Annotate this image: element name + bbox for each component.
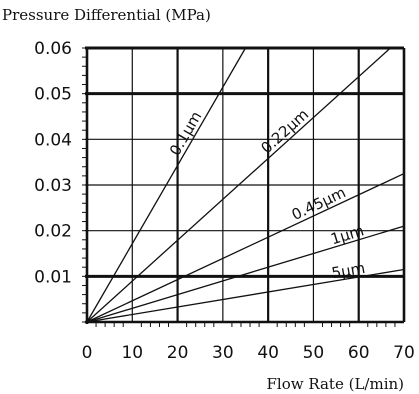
y-axis-title: Pressure Differential (MPa)	[2, 6, 211, 24]
y-tick-label: 0.04	[34, 130, 72, 150]
series-label: 5μm	[330, 259, 366, 282]
series-label: 1μm	[329, 221, 366, 248]
y-tick-label: 0.05	[34, 85, 72, 105]
series-line	[86, 47, 391, 323]
y-tick-label: 0.02	[34, 222, 72, 242]
x-tick-label: 70	[393, 343, 415, 363]
series-label: 0.45μm	[289, 183, 349, 224]
y-tick-label: 0.06	[34, 39, 72, 59]
grid	[82, 46, 406, 327]
x-tick-label: 30	[212, 343, 234, 363]
x-tick-label: 20	[167, 343, 189, 363]
series-lines	[86, 47, 405, 323]
x-tick-label: 40	[257, 343, 279, 363]
series-line	[86, 47, 247, 323]
series-line	[86, 172, 405, 323]
x-axis-title: Flow Rate (L/min)	[267, 375, 405, 393]
series-line	[86, 225, 405, 323]
y-tick-label: 0.01	[34, 267, 72, 287]
x-tick-label: 0	[82, 343, 93, 363]
x-tick-label: 10	[121, 343, 143, 363]
series-line	[86, 268, 405, 323]
x-tick-label: 60	[348, 343, 370, 363]
tick-labels: 0 10 20 30 40 50 60 70 0.01 0.02 0.03 0.04 0.05 0.06	[34, 39, 415, 363]
x-tick-label: 50	[303, 343, 325, 363]
y-tick-label: 0.03	[34, 176, 72, 196]
series-label: 0.1μm	[166, 108, 206, 159]
series-label: 0.22μm	[257, 105, 312, 157]
